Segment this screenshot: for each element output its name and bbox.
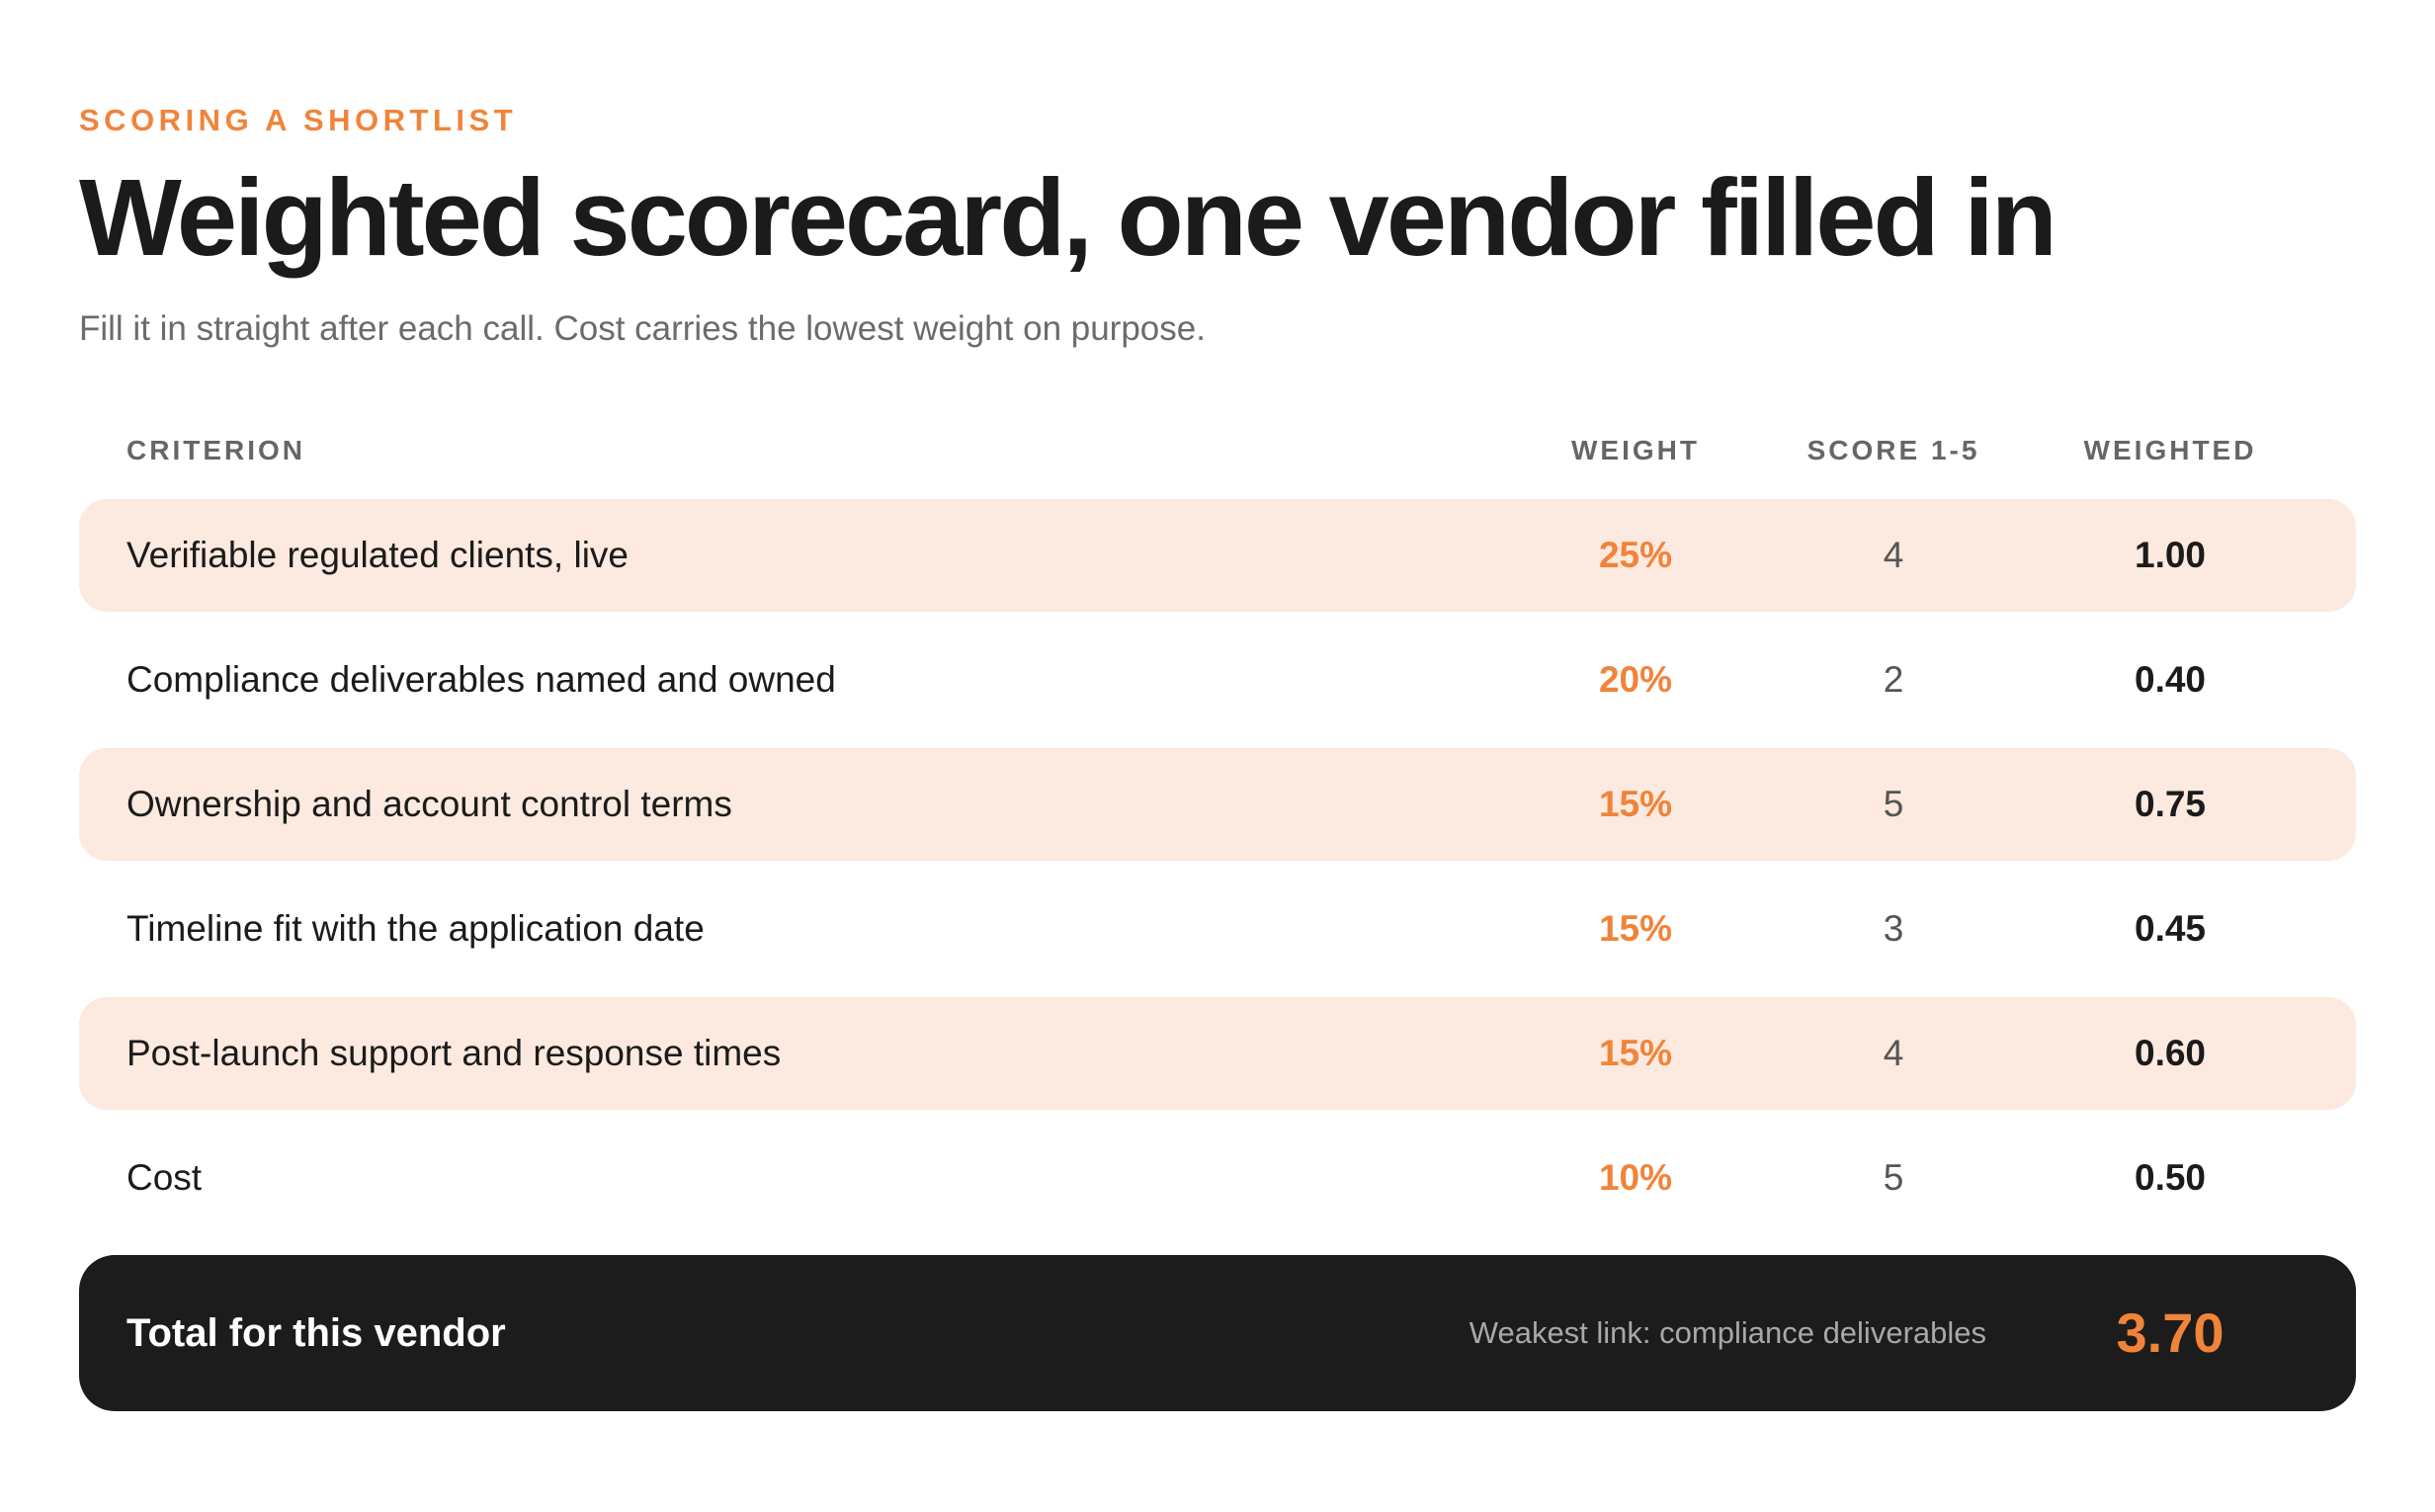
weighted-cell: 0.60 (2134, 1033, 2207, 1073)
score-cell: 5 (1883, 784, 1904, 824)
weakest-link-note: Weakest link: compliance deliverables (1469, 1315, 1986, 1350)
table-header: CRITERION WEIGHT SCORE 1-5 WEIGHTED (79, 435, 2356, 474)
weight-cell: 15% (1598, 908, 1673, 949)
eyebrow-label: SCORING A SHORTLIST (79, 103, 518, 137)
score-cell: 5 (1883, 1157, 1904, 1198)
weight-cell: 15% (1598, 784, 1673, 824)
total-score-value: 3.70 (2116, 1302, 2225, 1364)
table-row: Cost 10% 5 0.50 (79, 1122, 2356, 1234)
table-row: Post-launch support and response times 1… (79, 997, 2356, 1110)
score-cell: 2 (1883, 659, 1904, 700)
criterion-cell: Verifiable regulated clients, live (126, 535, 630, 575)
criterion-cell: Post-launch support and response times (126, 1033, 782, 1073)
column-header-criterion: CRITERION (126, 435, 305, 465)
table-row: Ownership and account control terms 15% … (79, 748, 2356, 861)
page-title: Weighted scorecard, one vendor filled in (79, 157, 2057, 279)
table-row: Compliance deliverables named and owned … (79, 624, 2356, 736)
weight-cell: 15% (1598, 1033, 1673, 1073)
column-header-weighted: WEIGHTED (2083, 435, 2257, 465)
weighted-cell: 1.00 (2134, 535, 2207, 575)
scorecard-rows: Verifiable regulated clients, live 25% 4… (79, 499, 2356, 1246)
total-label: Total for this vendor (126, 1311, 506, 1355)
weight-cell: 25% (1598, 535, 1673, 575)
weighted-cell: 0.40 (2134, 659, 2207, 700)
column-header-weight: WEIGHT (1571, 435, 1700, 465)
column-header-score: SCORE 1-5 (1806, 435, 1980, 465)
total-bar: Total for this vendor Weakest link: comp… (79, 1255, 2356, 1411)
score-cell: 4 (1883, 1033, 1904, 1073)
criterion-cell: Timeline fit with the application date (126, 908, 705, 949)
criterion-cell: Compliance deliverables named and owned (126, 659, 836, 700)
weighted-cell: 0.75 (2134, 784, 2207, 824)
weight-cell: 10% (1598, 1157, 1673, 1198)
table-row: Verifiable regulated clients, live 25% 4… (79, 499, 2356, 612)
criterion-cell: Cost (126, 1157, 203, 1198)
weighted-cell: 0.45 (2134, 908, 2207, 949)
page-subtitle: Fill it in straight after each call. Cos… (79, 309, 1206, 348)
criterion-cell: Ownership and account control terms (126, 784, 732, 824)
score-cell: 3 (1883, 908, 1904, 949)
weight-cell: 20% (1598, 659, 1673, 700)
score-cell: 4 (1883, 535, 1904, 575)
weighted-cell: 0.50 (2134, 1157, 2207, 1198)
table-row: Timeline fit with the application date 1… (79, 873, 2356, 985)
